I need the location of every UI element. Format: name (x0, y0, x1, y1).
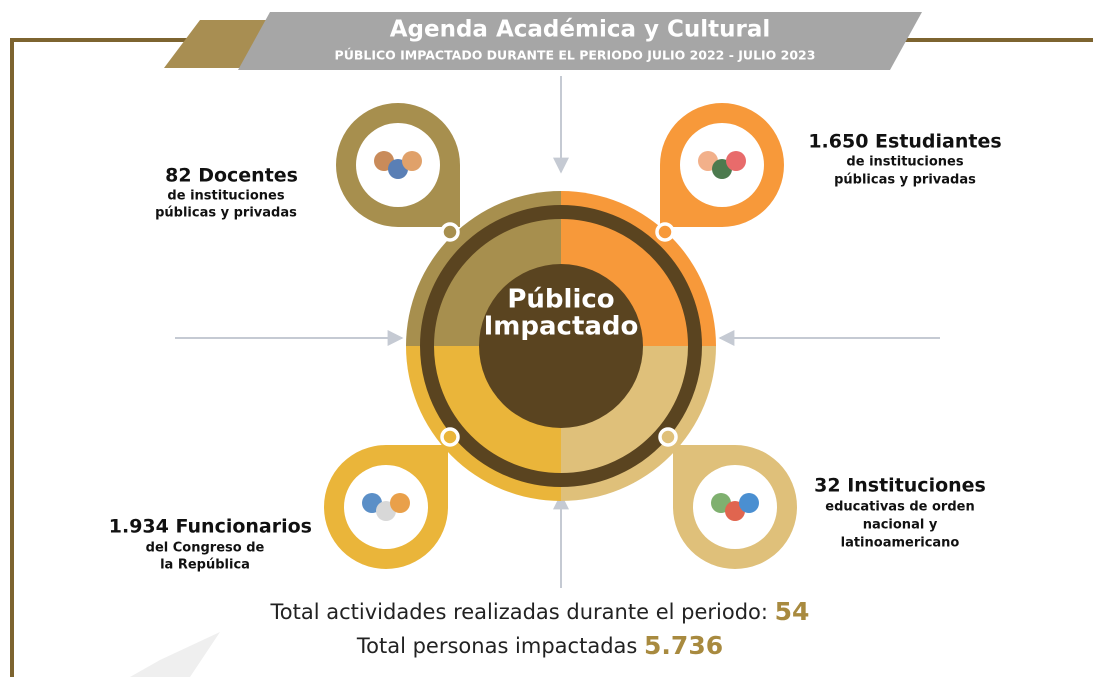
icon (726, 151, 746, 171)
total-line: Total personas impactadas 5.736 (356, 631, 723, 660)
connector-dot (440, 427, 460, 447)
total-value: 5.736 (644, 631, 723, 660)
center-circle (406, 191, 716, 501)
connector-dot (440, 222, 460, 242)
connectors (440, 222, 678, 447)
icon (402, 151, 422, 171)
pin (336, 103, 460, 227)
connector-dot (658, 427, 678, 447)
group-description: de instituciones (846, 155, 963, 170)
center-label: Impactado (484, 312, 639, 342)
connector-dot (655, 222, 675, 242)
group-description: educativas de orden (825, 500, 974, 515)
decoration (130, 632, 220, 677)
group-headline: 1.934 Funcionarios (109, 516, 312, 538)
group-headline: 82 Docentes (165, 165, 298, 187)
center-label: Público (507, 285, 614, 315)
pin (673, 445, 797, 569)
group-description: públicas y privadas (834, 173, 976, 188)
group-description: latinoamericano (841, 536, 960, 551)
subtitle: PÚBLICO IMPACTADO DURANTE EL PERIODO JUL… (335, 48, 816, 63)
pin (324, 445, 448, 569)
icon (739, 493, 759, 513)
total-line: Total actividades realizadas durante el … (270, 597, 810, 626)
icon (390, 493, 410, 513)
group-headline: 32 Instituciones (814, 475, 986, 497)
total-label: Total actividades realizadas durante el … (270, 600, 768, 624)
pin (660, 103, 784, 227)
group-description: nacional y (863, 518, 938, 533)
group-description: del Congreso de (146, 541, 265, 556)
group-description: de instituciones (167, 189, 284, 204)
total-value: 54 (775, 597, 810, 626)
total-label: Total personas impactadas (356, 634, 637, 658)
group-description: públicas y privadas (155, 206, 297, 221)
group-headline: 1.650 Estudiantes (808, 131, 1001, 153)
title: Agenda Académica y Cultural (390, 17, 771, 43)
group-description: la República (160, 558, 250, 573)
header-banner (238, 12, 922, 70)
